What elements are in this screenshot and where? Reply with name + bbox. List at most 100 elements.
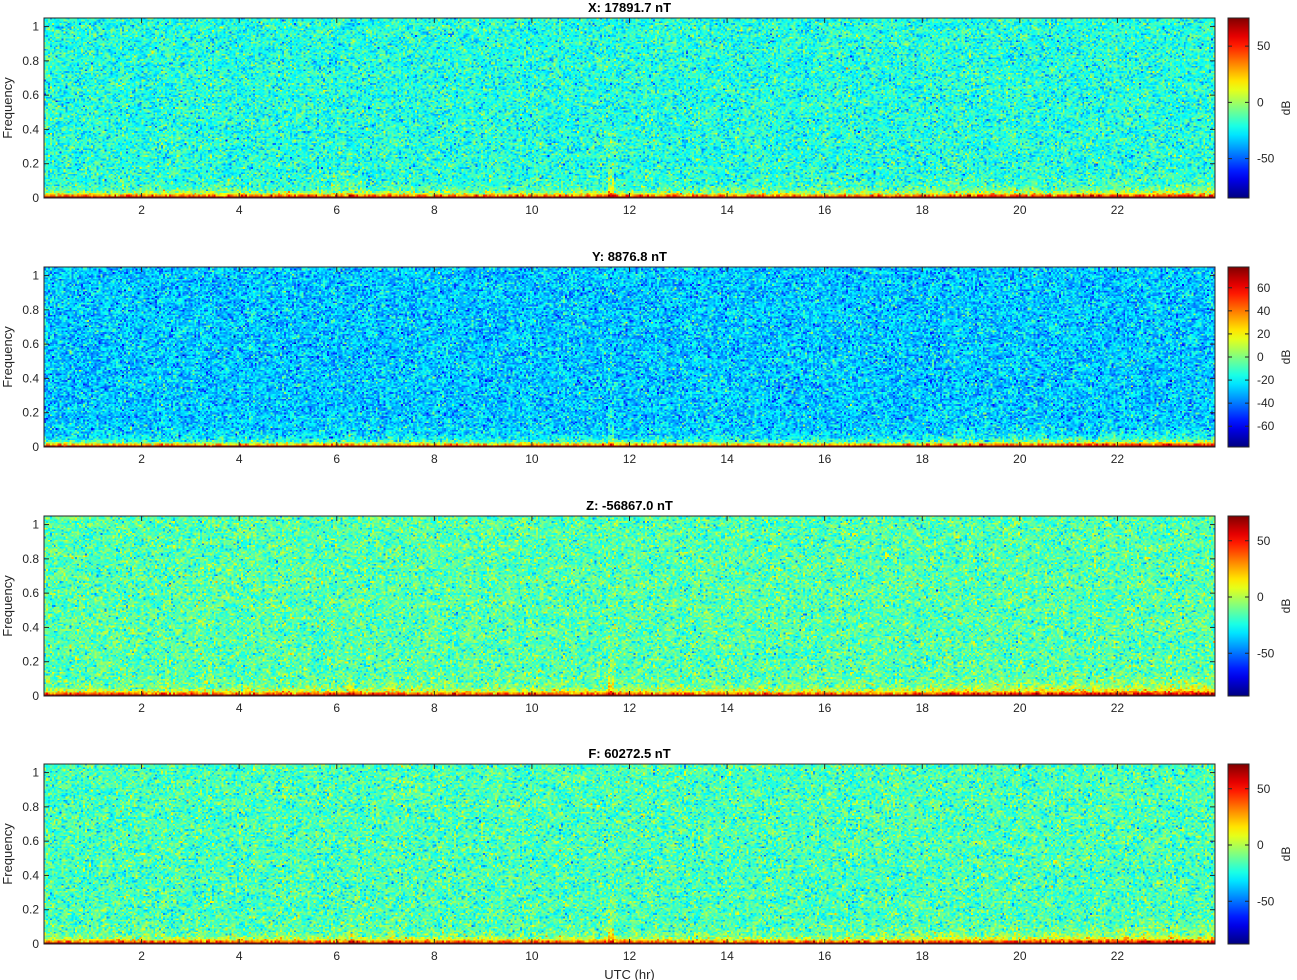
x-tick-label: 20 — [1013, 949, 1027, 963]
spectrogram-panel: X: 17891.7 nT2 4 6 8 10 12 14 16 18 20 2200.20.40.… — [0, 0, 1293, 217]
colorbar-tick-label: -50 — [1257, 894, 1275, 908]
colorbar-tick-label: 50 — [1257, 534, 1271, 548]
x-tick-label: 12 — [623, 701, 637, 715]
x-tick-label: 6 — [333, 452, 340, 466]
y-tick-label: 0.2 — [22, 655, 39, 669]
colorbar-tick-label: 0 — [1257, 838, 1264, 852]
colorbar-tick-label: 40 — [1257, 304, 1271, 318]
x-tick-label: 10 — [525, 452, 539, 466]
y-tick-label: 0.6 — [22, 88, 39, 102]
x-tick-label: 4 — [236, 203, 243, 217]
x-tick-label: 22 — [1111, 452, 1125, 466]
colorbar-label: dB — [1279, 350, 1293, 365]
y-tick-label: 0.4 — [22, 122, 39, 136]
y-tick-label: 0.8 — [22, 800, 39, 814]
y-tick-label: 0.6 — [22, 586, 39, 600]
y-tick-label: 0 — [32, 440, 39, 454]
y-tick-label: 1 — [32, 20, 39, 34]
colorbar-label: dB — [1279, 599, 1293, 614]
x-tick-label: 20 — [1013, 452, 1027, 466]
x-tick-label: 12 — [623, 452, 637, 466]
colorbar-tick-label: -40 — [1257, 396, 1275, 410]
colorbar-tick-label: -20 — [1257, 373, 1275, 387]
y-tick-label: 0.8 — [22, 303, 39, 317]
colorbar-tick-label: 0 — [1257, 95, 1264, 109]
x-tick-label: 22 — [1111, 949, 1125, 963]
x-tick-label: 8 — [431, 452, 438, 466]
colorbar-tick-label: -60 — [1257, 419, 1275, 433]
y-tick-label: 0.6 — [22, 834, 39, 848]
x-axis-label: UTC (hr) — [604, 967, 655, 980]
x-tick-label: 2 — [138, 949, 145, 963]
panel-title: X: 17891.7 nT — [588, 0, 671, 15]
colorbar — [1227, 17, 1250, 199]
x-tick-label: 8 — [431, 949, 438, 963]
x-tick-label: 16 — [818, 701, 832, 715]
colorbar-tick-label: 60 — [1257, 281, 1271, 295]
y-axis-label: Frequency — [0, 575, 15, 637]
spectrogram-image — [44, 516, 1215, 696]
y-tick-label: 1 — [32, 518, 39, 532]
x-tick-label: 16 — [818, 203, 832, 217]
y-tick-label: 0.6 — [22, 337, 39, 351]
y-tick-label: 0 — [32, 191, 39, 205]
y-axis-label: Frequency — [0, 77, 15, 139]
x-tick-label: 18 — [916, 949, 930, 963]
panel-title: Z: -56867.0 nT — [586, 498, 673, 513]
colorbar-tick-label: 20 — [1257, 327, 1271, 341]
x-tick-label: 12 — [623, 949, 637, 963]
x-tick-label: 10 — [525, 701, 539, 715]
x-tick-label: 6 — [333, 203, 340, 217]
y-tick-label: 0.4 — [22, 371, 39, 385]
x-tick-label: 6 — [333, 949, 340, 963]
y-tick-label: 0.2 — [22, 406, 39, 420]
colorbar-label: dB — [1279, 101, 1293, 116]
colorbar — [1227, 515, 1250, 697]
x-tick-label: 14 — [720, 701, 734, 715]
y-axis-label: Frequency — [0, 326, 15, 388]
x-tick-label: 2 — [138, 203, 145, 217]
y-tick-label: 0.8 — [22, 54, 39, 68]
spectrogram-image — [44, 267, 1215, 447]
x-tick-label: 10 — [525, 949, 539, 963]
x-tick-label: 8 — [431, 701, 438, 715]
y-tick-label: 1 — [32, 269, 39, 283]
x-tick-label: 20 — [1013, 701, 1027, 715]
x-tick-label: 2 — [138, 452, 145, 466]
x-tick-label: 12 — [623, 203, 637, 217]
x-tick-label: 14 — [720, 203, 734, 217]
x-tick-label: 4 — [236, 701, 243, 715]
colorbar-tick-label: 0 — [1257, 590, 1264, 604]
x-tick-label: 6 — [333, 701, 340, 715]
y-tick-label: 0 — [32, 937, 39, 951]
y-tick-label: 0.2 — [22, 157, 39, 171]
spectrogram-panel: Y: 8876.8 nT2 4 6 8 10 12 14 16 18 20 2200.20.40.6… — [0, 249, 1293, 466]
x-tick-label: 8 — [431, 203, 438, 217]
x-tick-label: 14 — [720, 452, 734, 466]
colorbar-tick-label: -50 — [1257, 646, 1275, 660]
colorbar-tick-label: 0 — [1257, 350, 1264, 364]
y-tick-label: 1 — [32, 766, 39, 780]
y-tick-label: 0.4 — [22, 868, 39, 882]
x-tick-label: 18 — [916, 452, 930, 466]
x-tick-label: 22 — [1111, 701, 1125, 715]
spectrogram-image — [44, 18, 1215, 198]
y-axis-label: Frequency — [0, 823, 15, 885]
y-tick-label: 0 — [32, 689, 39, 703]
y-tick-label: 0.8 — [22, 552, 39, 566]
x-tick-label: 2 — [138, 701, 145, 715]
x-tick-label: 20 — [1013, 203, 1027, 217]
x-tick-label: 14 — [720, 949, 734, 963]
x-tick-label: 22 — [1111, 203, 1125, 217]
x-tick-label: 16 — [818, 452, 832, 466]
x-tick-label: 4 — [236, 949, 243, 963]
x-tick-label: 16 — [818, 949, 832, 963]
y-tick-label: 0.4 — [22, 620, 39, 634]
colorbar-tick-label: -50 — [1257, 152, 1275, 166]
panel-title: F: 60272.5 nT — [588, 746, 670, 761]
x-tick-label: 18 — [916, 701, 930, 715]
x-tick-label: 4 — [236, 452, 243, 466]
spectrogram-panel: F: 60272.5 nT2 4 6 8 10 12 14 16 18 20 2200.20.40.… — [0, 746, 1293, 980]
x-tick-label: 18 — [916, 203, 930, 217]
